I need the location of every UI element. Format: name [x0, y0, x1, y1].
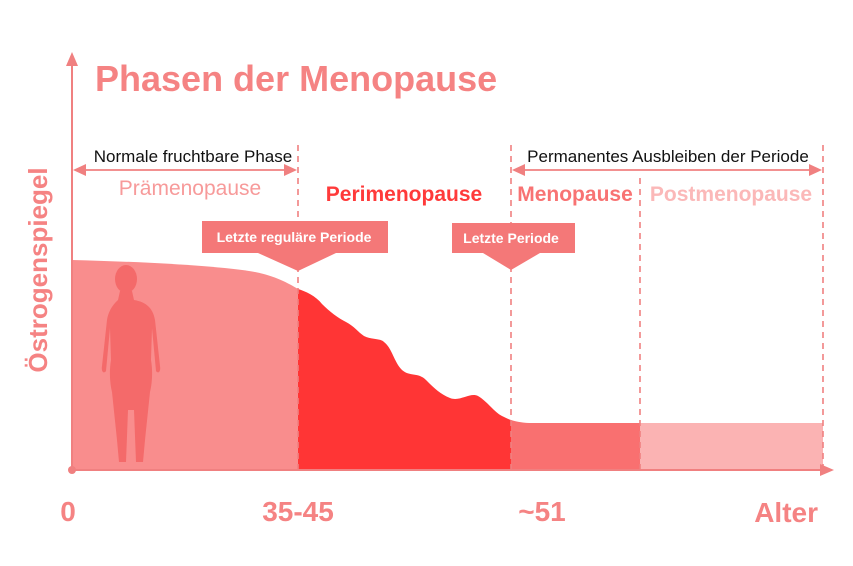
x-axis-arrow-icon [820, 464, 834, 476]
callout-last-period: Letzte Periode [452, 223, 575, 270]
menopause-area [511, 420, 640, 470]
permanent-span-right-arrow-icon [809, 164, 822, 176]
fertile-span-right-arrow-icon [284, 164, 297, 176]
permanent-span-label: Permanentes Ausbleiben der Periode [527, 147, 809, 166]
diagram-title: Phasen der Menopause [95, 58, 497, 99]
phase-label-postmenopause: Postmenopause [650, 183, 812, 206]
callout-last-regular-shape [202, 221, 388, 271]
origin-dot [68, 466, 76, 474]
callout-last-shape [452, 223, 575, 270]
axes [66, 52, 834, 476]
woman-silhouette-icon [101, 265, 161, 462]
permanent-span: Permanentes Ausbleiben der Periode [512, 147, 822, 176]
phase-label-perimenopause: Perimenopause [326, 183, 482, 206]
permanent-span-left-arrow-icon [512, 164, 525, 176]
y-axis-arrow-icon [66, 52, 78, 66]
perimenopause-area [298, 289, 511, 470]
phase-label-premenopause: Prämenopause [119, 177, 261, 200]
callout-last-label: Letzte Periode [463, 230, 559, 246]
postmenopause-area [640, 423, 823, 470]
callout-last-regular-label: Letzte reguläre Periode [217, 229, 372, 245]
callout-last-regular-period: Letzte reguläre Periode [202, 221, 388, 271]
x-tick-51: ~51 [518, 496, 566, 527]
fertile-span-left-arrow-icon [73, 164, 86, 176]
x-tick-0: 0 [60, 496, 76, 527]
phase-label-menopause: Menopause [517, 183, 633, 206]
x-tick-35-45: 35-45 [262, 496, 334, 527]
x-axis-label: Alter [754, 497, 818, 528]
fertile-span-label: Normale fruchtbare Phase [94, 147, 292, 166]
fertile-span: Normale fruchtbare Phase [73, 147, 297, 176]
y-axis-label: Östrogenspiegel [23, 167, 53, 372]
phase-separators [297, 145, 824, 470]
